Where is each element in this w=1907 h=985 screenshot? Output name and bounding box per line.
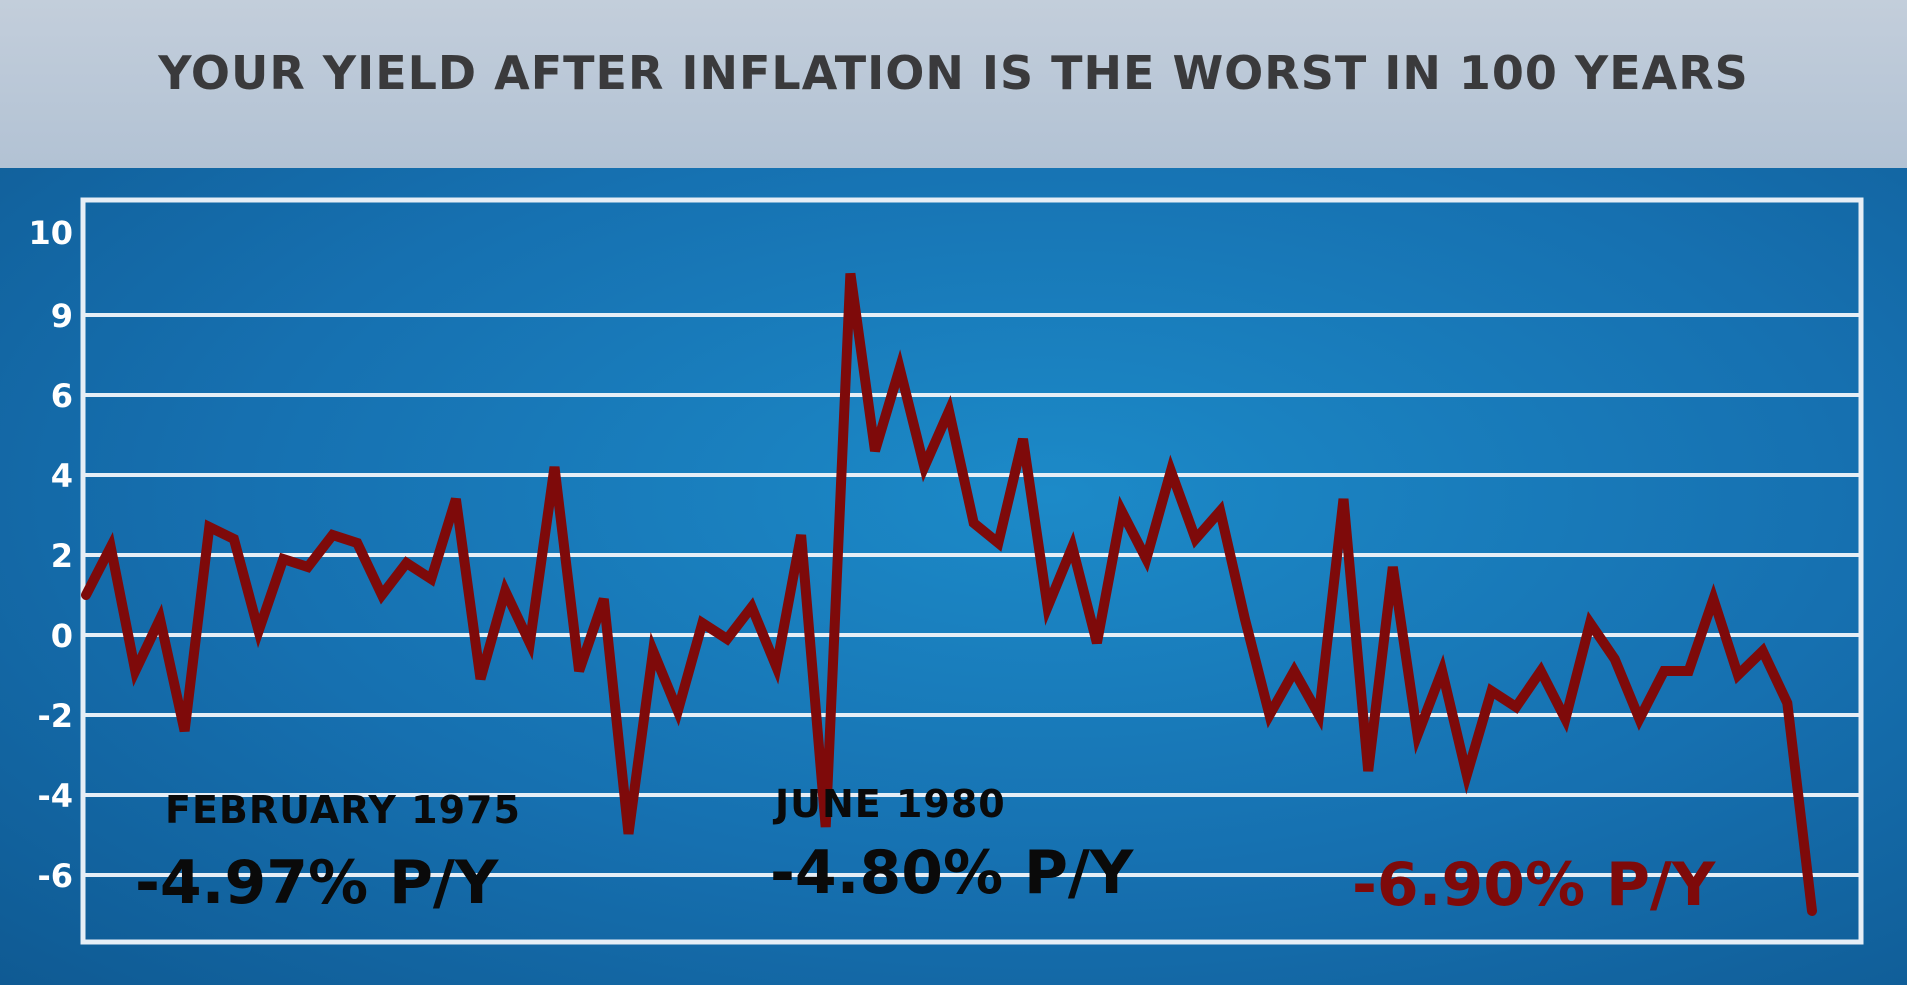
y-tick-label: -6 (37, 857, 73, 895)
chart-title: YOUR YIELD AFTER INFLATION IS THE WORST … (158, 46, 1749, 100)
y-tick-label: 4 (51, 457, 73, 495)
plot-frame (80, 197, 1864, 945)
y-tick-label: 10 (28, 214, 73, 252)
annotation-jun-1980-value: -4.80% P/Y (770, 838, 1134, 908)
y-tick-label: 6 (51, 377, 73, 415)
series-line (81, 272, 1817, 916)
title-band: YOUR YIELD AFTER INFLATION IS THE WORST … (0, 0, 1907, 168)
chart-band (0, 168, 1907, 985)
y-tick-label: -4 (37, 777, 73, 815)
annotation-feb-1975-date: FEBRUARY 1975 (165, 788, 521, 832)
y-tick-label: -2 (37, 697, 73, 735)
y-tick-label: 9 (51, 297, 73, 335)
annotation-current-value: -6.90% P/Y (1352, 850, 1716, 920)
grid-lines (83, 313, 1861, 877)
annotation-feb-1975-value: -4.97% P/Y (135, 848, 499, 918)
y-tick-label: 2 (51, 537, 73, 575)
annotation-jun-1980-date: JUNE 1980 (775, 782, 1006, 826)
y-axis-ticks: 10 9 6 4 2 0 -2 -4 -6 (28, 214, 73, 895)
y-tick-label: 0 (51, 617, 73, 655)
